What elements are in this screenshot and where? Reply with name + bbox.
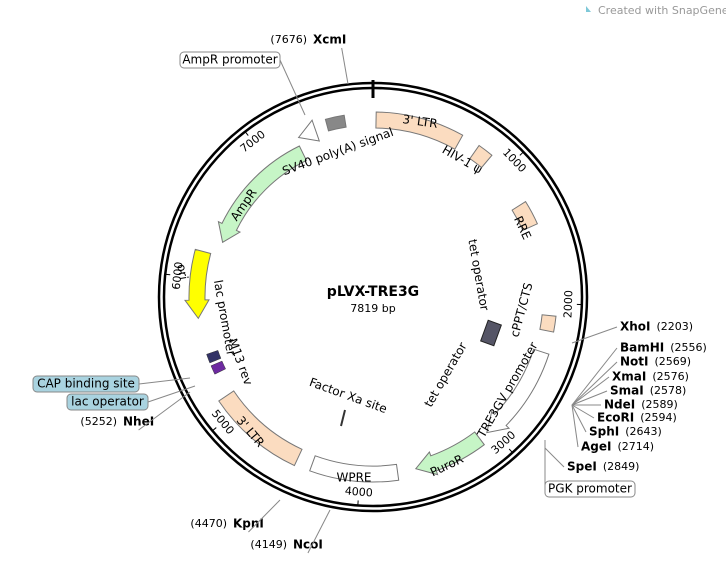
site-name: XhoI	[620, 320, 651, 334]
site-position: (4149)	[250, 538, 287, 551]
feature-shape	[324, 114, 347, 132]
leader-line	[147, 385, 196, 403]
site-name: KpnI	[233, 517, 264, 531]
feature-shape	[539, 314, 557, 333]
boxed-label: AmpR promoter	[182, 53, 277, 67]
site-position: (2556)	[670, 341, 707, 354]
site-name: XcmI	[313, 33, 346, 47]
site-line	[248, 499, 281, 533]
tick-mark	[519, 151, 524, 156]
site-name: NdeI	[604, 398, 635, 412]
site-position: (2643)	[625, 425, 662, 438]
site-name: XmaI	[612, 370, 646, 384]
feature-shape	[217, 145, 308, 244]
site-line	[544, 447, 565, 468]
site-name: NotI	[620, 355, 649, 369]
label-box	[32, 375, 140, 393]
label-box	[179, 51, 281, 69]
boxed-label: CAP binding site	[37, 377, 135, 391]
site-name: SpeI	[567, 460, 597, 474]
tet-operator-box	[480, 319, 502, 347]
tick-label: 4000	[344, 484, 373, 499]
brand-icon	[586, 6, 591, 12]
site-line	[571, 326, 618, 344]
feature-label: tet operator	[421, 340, 469, 410]
site-line	[571, 404, 587, 433]
feature-marker	[206, 350, 222, 364]
site-position: (2578)	[650, 384, 687, 397]
tick-mark	[244, 131, 249, 136]
tick-mark	[508, 448, 513, 453]
site-line	[341, 47, 349, 85]
site-name: BamHI	[620, 341, 664, 355]
feature-shape	[218, 390, 303, 467]
site-position: (2594)	[640, 411, 677, 424]
site-line	[571, 361, 618, 406]
site-position: (2203)	[657, 320, 694, 333]
feature-shape	[511, 200, 539, 231]
site-position: (2849)	[603, 460, 640, 473]
feature-shape	[486, 348, 550, 434]
feature-label: tet operator	[465, 238, 491, 312]
site-position: (2576)	[652, 370, 689, 383]
site-position: (2589)	[641, 398, 678, 411]
label-box	[66, 393, 149, 411]
feature-label: WPRE	[336, 471, 371, 485]
leader-line	[279, 59, 306, 116]
tick-label: 2000	[561, 290, 575, 318]
feature-shape	[469, 144, 493, 169]
site-name: AgeI	[581, 440, 611, 454]
tick-label: 7000	[238, 128, 268, 155]
plasmid-size: 7819 bp	[350, 302, 395, 315]
site-position: (4470)	[190, 517, 227, 530]
feature-label: ori	[174, 263, 190, 281]
site-line	[307, 509, 331, 554]
feature-shape	[414, 431, 486, 476]
site-line	[571, 376, 610, 406]
tick-mark	[165, 273, 171, 276]
site-line	[571, 347, 618, 406]
site-name: EcoRI	[597, 411, 634, 425]
site-line	[138, 391, 191, 431]
site-position: (7676)	[270, 33, 307, 46]
brand: Created with SnapGene®	[598, 4, 726, 17]
tick-label: 6000	[170, 261, 186, 290]
site-name: NheI	[123, 415, 154, 429]
site-line	[571, 404, 595, 419]
plasmid-name: pLVX-TRE3G	[327, 284, 419, 300]
feature-shape	[309, 455, 400, 483]
leader-line	[138, 377, 191, 385]
feature-marker	[210, 360, 226, 375]
site-position: (5252)	[80, 415, 117, 428]
site-name: NcoI	[293, 538, 323, 552]
feature-label: lac promoter	[211, 279, 238, 357]
site-position: (2714)	[617, 440, 654, 453]
boxed-label: lac operator	[71, 395, 144, 409]
tick-label: 1000	[500, 146, 529, 175]
site-line	[571, 390, 608, 406]
feature-label: Factor Xa site	[307, 375, 388, 416]
feature-shape	[297, 119, 321, 142]
factor-xa-mark	[340, 409, 346, 427]
feature-shape	[184, 248, 212, 320]
feature-label: 3' LTR	[402, 112, 439, 131]
site-line	[571, 404, 579, 448]
tick-mark	[212, 427, 217, 432]
label-box	[544, 480, 636, 498]
site-name: SmaI	[610, 384, 644, 398]
boxed-label: PGK promoter	[548, 482, 632, 496]
feature-label: cPPT/CTS	[508, 281, 536, 339]
feature-shape	[375, 111, 464, 150]
site-name: SphI	[589, 425, 619, 439]
site-position: (2569)	[655, 355, 692, 368]
